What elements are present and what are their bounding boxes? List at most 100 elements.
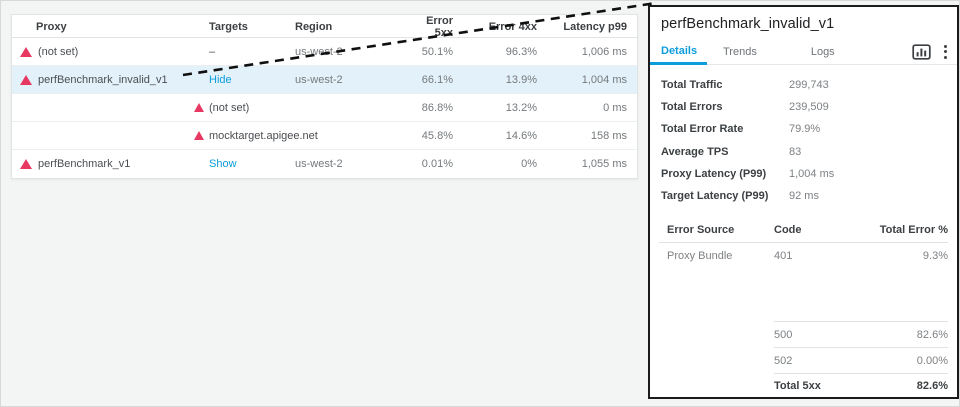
error4xx-value: 13.9% [505, 73, 537, 86]
error-table-row: 500 82.6% [659, 321, 948, 347]
metric-value: 239,509 [789, 101, 829, 114]
metric-row: Total Error Rate 79.9% [661, 118, 957, 140]
error-table-gap [659, 269, 948, 321]
proxy-name: perfBenchmark_v1 [38, 158, 131, 170]
targets-cell: Hide [194, 74, 295, 86]
latency-value: 1,055 ms [581, 158, 627, 170]
targets-column-header: Targets [209, 21, 248, 33]
metric-label: Total Errors [661, 101, 723, 114]
error-source-value [659, 321, 774, 347]
tab-logs[interactable]: Logs [810, 45, 835, 58]
latency-value: 1,006 ms [581, 45, 627, 58]
metric-label: Proxy Latency (P99) [661, 167, 767, 180]
error4xx-value: 0% [521, 158, 537, 170]
error5xx-value: 86.8% [421, 101, 453, 114]
tab-trends[interactable]: Trends [723, 45, 757, 58]
alert-triangle-icon [194, 131, 204, 140]
error-source-table: Error Source Code Total Error % Proxy Bu… [659, 217, 948, 397]
metric-row: Proxy Latency (P99) 1,004 ms [661, 163, 957, 185]
metric-value: 1,004 ms [789, 167, 835, 180]
proxy-table-body: (not set) – us-west-2 50.1% 96.3% 1,006 ms per… [12, 38, 637, 178]
chart-view-button[interactable] [912, 43, 931, 60]
panel-tabbar: Details Trends Logs [650, 39, 957, 65]
alert-triangle-icon [194, 103, 204, 112]
metric-row: Total Errors 239,509 [661, 96, 957, 118]
latency-value: 1,004 ms [581, 73, 627, 86]
proxy-table-header: Proxy Targets Region Error 5xx Error 4xx… [12, 15, 637, 39]
region-value: us-west-2 [295, 45, 343, 58]
panel-actions [912, 39, 957, 64]
proxy-column-header: Proxy [36, 21, 67, 33]
error-code-value: 401 [774, 250, 793, 263]
region-value: us-west-2 [295, 73, 343, 86]
kebab-menu-button[interactable] [942, 43, 949, 61]
metric-row: Target Latency (P99) 92 ms [661, 185, 957, 207]
error-table-body: Proxy Bundle 401 9.3% 500 82.6% 502 0.00% Total… [659, 243, 948, 397]
proxy-row[interactable]: mocktarget.apigee.net 45.8% 14.6% 158 ms [12, 122, 637, 150]
error-source-value [659, 347, 774, 373]
proxy-cell: (not set) [20, 46, 194, 58]
error-code-pct: Total 5xx 82.6% [774, 373, 948, 397]
proxy-row[interactable]: (not set) 86.8% 13.2% 0 ms [12, 94, 637, 122]
error-pct-value: 82.6% [916, 379, 948, 392]
latency-value: 158 ms [590, 129, 627, 142]
error4xx-column-header: Error 4xx [488, 21, 537, 33]
targets-value: mocktarget.apigee.net [209, 129, 318, 142]
error-pct-value: 0.00% [916, 354, 948, 367]
metrics-list: Total Traffic 299,743 Total Errors 239,509 T… [650, 65, 957, 207]
targets-value: (not set) [209, 101, 250, 114]
proxy-row[interactable]: perfBenchmark_v1 Show us-west-2 0.01% 0% 1,05… [12, 150, 637, 178]
error5xx-value: 66.1% [421, 73, 453, 86]
error-table-header: Error Source Code Total Error % [659, 217, 948, 244]
error-source-value [659, 373, 774, 397]
kebab-menu-icon [944, 44, 947, 48]
targets-cell: Show [194, 158, 295, 170]
targets-toggle-link[interactable]: Hide [209, 73, 232, 86]
error-table-row: Proxy Bundle 401 9.3% [659, 243, 948, 269]
metric-row: Average TPS 83 [661, 141, 957, 163]
proxy-row[interactable]: perfBenchmark_invalid_v1 Hide us-west-2 66.… [12, 66, 637, 94]
error-table-row: 502 0.00% [659, 347, 948, 373]
metric-value: 92 ms [789, 190, 819, 203]
latency-column-header: Latency p99 [563, 21, 627, 33]
error-code-value: Total 5xx [774, 379, 821, 392]
metric-value: 79.9% [789, 123, 821, 136]
error5xx-value: 0.01% [421, 158, 453, 170]
error5xx-value: 50.1% [421, 45, 453, 58]
targets-toggle-link[interactable]: Show [209, 158, 237, 170]
latency-value: 0 ms [603, 101, 627, 114]
panel-title: perfBenchmark_invalid_v1 [661, 16, 835, 32]
metric-label: Total Error Rate [661, 123, 744, 136]
metric-value: 83 [789, 145, 802, 158]
error-code-pct: 401 9.3% [774, 243, 948, 269]
metric-label: Total Traffic [661, 79, 723, 92]
targets-cell: mocktarget.apigee.net [194, 130, 318, 142]
error4xx-value: 14.6% [505, 129, 537, 142]
proxy-row[interactable]: (not set) – us-west-2 50.1% 96.3% 1,006 ms [12, 38, 637, 66]
error-source-header: Error Source [667, 223, 735, 236]
error-source-value: Proxy Bundle [667, 250, 733, 263]
region-value: us-west-2 [295, 158, 343, 170]
total-error-pct-header: Total Error % [879, 223, 948, 236]
tab-details[interactable]: Details [650, 39, 707, 65]
error4xx-value: 96.3% [505, 45, 537, 58]
error-code-value: 502 [774, 354, 793, 367]
proxy-name: (not set) [38, 45, 79, 58]
alert-triangle-icon [20, 159, 32, 169]
error-pct-value: 82.6% [916, 328, 948, 341]
error-code-pct: 500 82.6% [774, 321, 948, 347]
kebab-menu-icon [944, 50, 947, 53]
metric-value: 299,743 [789, 79, 829, 92]
targets-cell: – [194, 46, 295, 58]
error5xx-column-header: Error 5xx [426, 15, 453, 39]
proxy-name: perfBenchmark_invalid_v1 [38, 73, 168, 86]
detail-panel: perfBenchmark_invalid_v1 Details Trends … [648, 5, 959, 399]
alert-triangle-icon [20, 74, 32, 85]
targets-icon-slot [194, 103, 209, 112]
alert-triangle-icon [20, 46, 32, 57]
error-table-row: Total 5xx 82.6% [659, 373, 948, 397]
kebab-menu-icon [944, 55, 947, 59]
proxy-cell: perfBenchmark_v1 [20, 158, 194, 170]
region-column-header: Region [295, 21, 333, 33]
